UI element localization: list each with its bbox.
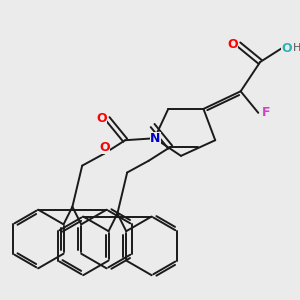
Text: O: O — [96, 112, 107, 125]
Text: O: O — [227, 38, 238, 51]
Text: F: F — [262, 106, 270, 119]
Text: O: O — [99, 141, 110, 154]
Text: H: H — [293, 43, 300, 53]
Text: N: N — [150, 132, 161, 145]
Text: O: O — [281, 42, 292, 55]
